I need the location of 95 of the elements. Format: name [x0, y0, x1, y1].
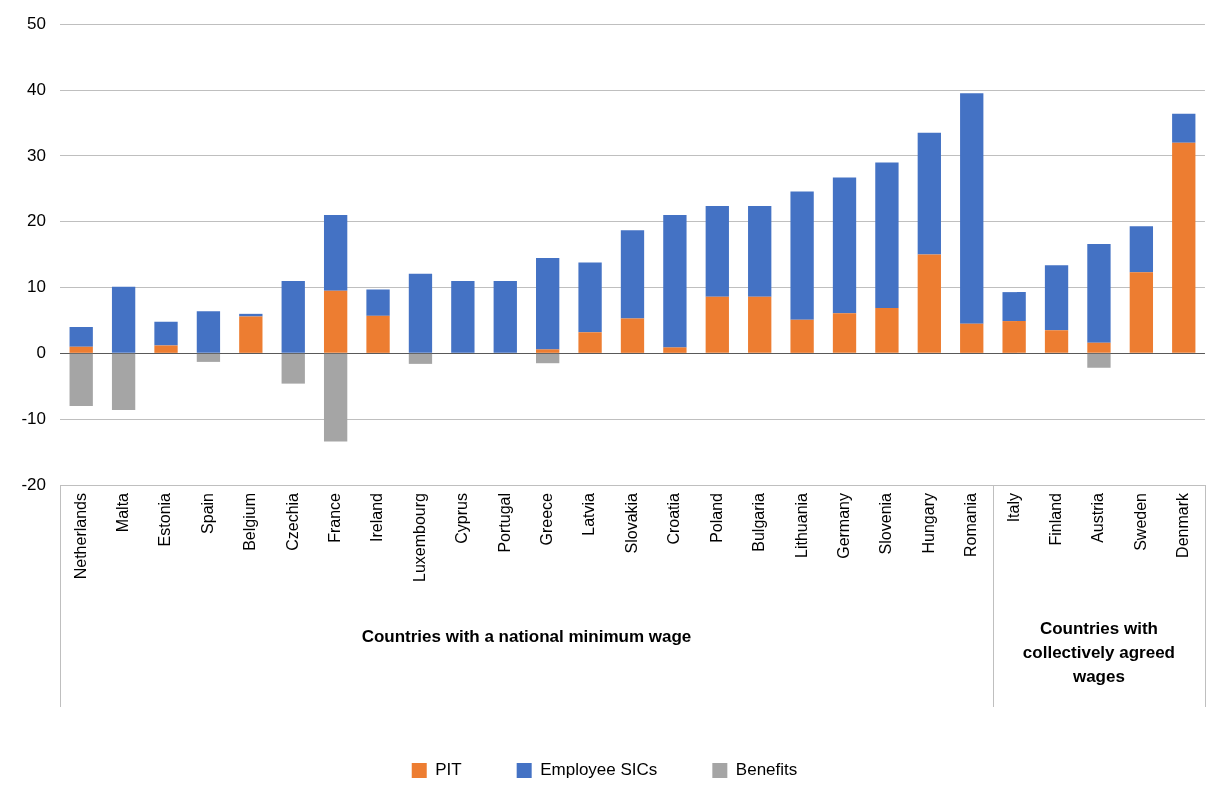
bar — [323, 215, 348, 291]
text: Countries with collectively agreed wages — [1021, 618, 1176, 688]
bar — [578, 262, 602, 333]
bar — [875, 162, 899, 308]
bar — [366, 289, 390, 316]
bar — [281, 280, 305, 353]
x-tick-label: Slovakia — [622, 492, 640, 554]
x-tick-label: Lithuania — [792, 492, 810, 558]
x-tick-label: Belgium — [241, 493, 259, 551]
bar — [366, 315, 390, 353]
x-tick-label: Poland — [707, 493, 725, 543]
x-tick-label: Finland — [1046, 493, 1064, 546]
bar — [69, 346, 93, 353]
bar — [196, 353, 221, 362]
bar — [111, 286, 136, 353]
x-tick-label: Spain — [198, 493, 216, 534]
bar — [748, 296, 772, 353]
bar — [239, 316, 263, 353]
bar — [1172, 113, 1196, 143]
legend-label: Benefits — [735, 760, 798, 780]
bar — [451, 280, 475, 353]
x-tick-label: Greece — [538, 492, 556, 546]
bar — [1129, 226, 1154, 273]
x-tick-label: Estonia — [156, 492, 174, 547]
x-tick-label: Hungary — [919, 493, 937, 554]
bar — [1172, 142, 1196, 353]
x-tick-label: Portugal — [495, 493, 513, 553]
bar — [1002, 292, 1026, 322]
x-tick-label: France — [326, 492, 344, 543]
bar — [154, 345, 178, 353]
bar — [154, 321, 178, 346]
legend-label: PIT — [435, 760, 462, 780]
bar — [323, 353, 348, 442]
legend-label: Employee SICs — [540, 760, 658, 780]
bar — [111, 353, 136, 410]
y-tick-label: 0 — [36, 343, 46, 363]
bar — [536, 353, 560, 364]
bar — [1087, 244, 1111, 343]
bar — [69, 327, 93, 347]
bar — [663, 215, 687, 348]
x-tick-label: Ireland — [368, 493, 386, 542]
y-tick-label: -20 — [21, 474, 46, 494]
text: Countries with a national minimum wage — [360, 626, 693, 648]
y-tick-label: 50 — [27, 13, 46, 33]
bar — [408, 273, 433, 353]
y-tick-label: 10 — [27, 277, 46, 297]
x-tick-label: Cyprus — [453, 493, 471, 544]
x-tick-label: Latvia — [580, 492, 598, 536]
bar — [69, 353, 93, 407]
x-tick-label: Luxembourg — [410, 493, 428, 582]
bar — [493, 280, 517, 353]
x-tick-label: Romania — [962, 492, 980, 558]
x-tick-label: Netherlands — [71, 493, 89, 580]
x-tick-label: Slovenia — [877, 492, 895, 555]
bar — [323, 290, 348, 353]
y-tick-label: 40 — [27, 79, 46, 99]
bar — [281, 353, 305, 384]
x-tick-label: Austria — [1089, 492, 1107, 543]
bar — [960, 93, 984, 324]
bar — [196, 311, 221, 353]
bar — [620, 230, 645, 319]
bar — [620, 318, 645, 353]
bar — [1129, 272, 1154, 353]
x-tick-label: Malta — [114, 492, 132, 533]
bar — [705, 296, 729, 353]
x-tick-label: Italy — [1004, 493, 1022, 523]
bar — [1044, 330, 1069, 353]
bar — [875, 307, 899, 353]
x-tick-label: Croatia — [665, 492, 683, 545]
bar — [790, 319, 814, 353]
bar — [536, 257, 560, 350]
bar — [917, 132, 941, 255]
bar — [1002, 321, 1026, 353]
x-tick-label: Czechia — [283, 492, 301, 551]
x-tick-label: Germany — [834, 493, 852, 559]
bar — [1087, 342, 1111, 353]
bar — [663, 347, 687, 353]
y-tick-label: 30 — [27, 145, 46, 165]
bar — [748, 205, 772, 297]
x-tick-label: Sweden — [1131, 493, 1149, 551]
x-tick-label: Bulgaria — [750, 492, 768, 552]
bar — [832, 177, 857, 314]
bar — [1087, 353, 1111, 368]
bar — [960, 323, 984, 353]
bar — [917, 254, 941, 353]
bar — [1044, 265, 1069, 331]
y-tick-label: 20 — [27, 211, 46, 231]
bar — [790, 191, 814, 320]
y-tick-label: -10 — [21, 408, 46, 428]
bar — [536, 349, 560, 353]
bar — [832, 313, 857, 353]
bar — [705, 205, 729, 297]
bar — [578, 332, 602, 353]
x-tick-label: Denmark — [1174, 492, 1192, 558]
bar — [408, 353, 433, 364]
